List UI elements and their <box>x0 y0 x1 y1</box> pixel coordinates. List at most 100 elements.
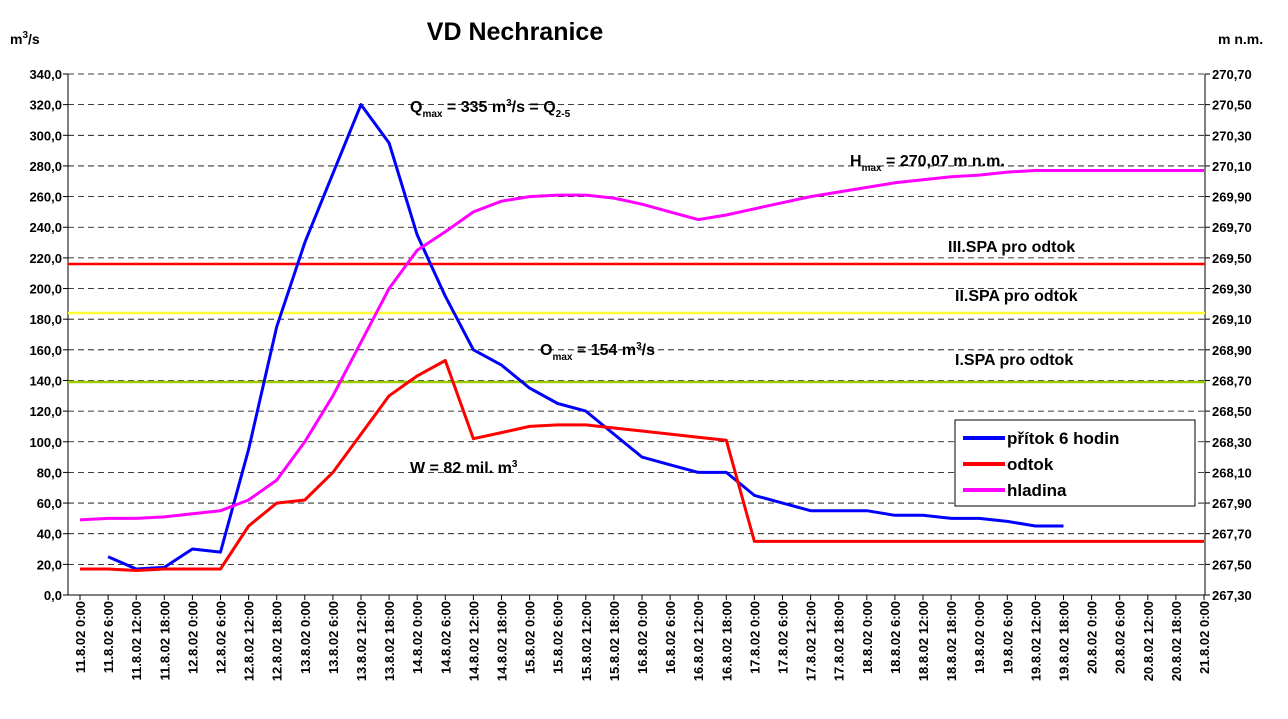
y2-tick-label: 268,30 <box>1212 435 1252 450</box>
text-part: max <box>552 352 572 363</box>
y-axis-label: m3/s <box>10 30 40 47</box>
x-tick-label: 14.8.02 12:00 <box>466 601 481 681</box>
x-tick-label: 20.8.02 6:00 <box>1113 601 1128 674</box>
x-tick-label: 17.8.02 6:00 <box>776 601 791 674</box>
y-tick-label: 200,0 <box>29 282 62 297</box>
reference-label: III.SPA pro odtok <box>948 239 1075 256</box>
y-tick-label: 120,0 <box>29 404 62 419</box>
y2-tick-label: 267,70 <box>1212 527 1252 542</box>
y-tick-label: 20,0 <box>37 557 62 572</box>
y-tick-label: 80,0 <box>37 465 62 480</box>
text-part: max <box>422 109 442 120</box>
x-tick-label: 17.8.02 18:00 <box>832 601 847 681</box>
x-tick-label: 12.8.02 6:00 <box>214 601 229 674</box>
text-part: 3 <box>636 341 642 352</box>
x-tick-label: 15.8.02 6:00 <box>551 601 566 674</box>
annotation: Qmax = 335 m3/s = Q2-5 <box>410 98 571 120</box>
reference-label: I.SPA pro odtok <box>955 352 1073 369</box>
series-line <box>80 359 1204 572</box>
text-part: Q <box>410 99 422 116</box>
x-tick-label: 16.8.02 6:00 <box>663 601 678 674</box>
x-tick-label: 19.8.02 6:00 <box>1000 601 1015 674</box>
y2-tick-label: 269,70 <box>1212 220 1252 235</box>
x-tick-label: 21.8.02 0:00 <box>1197 601 1212 674</box>
y2-tick-label: 269,90 <box>1212 190 1252 205</box>
series-line <box>107 103 1064 571</box>
x-tick-label: 20.8.02 18:00 <box>1169 601 1184 681</box>
x-tick-label: 15.8.02 0:00 <box>523 601 538 674</box>
text-part: = 154 m <box>572 342 636 359</box>
y2-tick-label: 270,10 <box>1212 159 1252 174</box>
series-line <box>79 169 1204 522</box>
x-tick-label: 18.8.02 6:00 <box>888 601 903 674</box>
y-tick-label: 60,0 <box>37 496 62 511</box>
y2-tick-label: 268,90 <box>1212 343 1252 358</box>
text-part: /s <box>28 31 40 47</box>
y2-tick-label: 270,70 <box>1212 67 1252 82</box>
y-tick-label: 40,0 <box>37 527 62 542</box>
x-tick-label: 18.8.02 0:00 <box>860 601 875 674</box>
y2-tick-label: 269,50 <box>1212 251 1252 266</box>
y2-tick-label: 269,30 <box>1212 282 1252 297</box>
chart-title: VD Nechranice <box>427 18 604 46</box>
y2-tick-label: 267,50 <box>1212 557 1252 572</box>
x-tick-label: 13.8.02 18:00 <box>382 601 397 681</box>
x-tick-label: 12.8.02 12:00 <box>242 601 257 681</box>
x-tick-label: 18.8.02 18:00 <box>944 601 959 681</box>
annotation: Omax = 154 m3/s <box>540 341 655 363</box>
x-tick-label: 20.8.02 12:00 <box>1141 601 1156 681</box>
y2-tick-label: 270,50 <box>1212 98 1252 113</box>
reference-label: II.SPA pro odtok <box>955 288 1078 305</box>
x-tick-label: 11.8.02 6:00 <box>101 601 116 673</box>
x-tick-label: 20.8.02 0:00 <box>1085 601 1100 674</box>
y-tick-label: 180,0 <box>29 312 62 327</box>
text-part: 3 <box>506 98 512 109</box>
annotation: Hmax = 270,07 m n.m. <box>850 153 1005 174</box>
text-part: max <box>862 163 882 174</box>
y-tick-label: 100,0 <box>29 435 62 450</box>
x-tick-label: 16.8.02 12:00 <box>691 601 706 681</box>
x-tick-label: 13.8.02 6:00 <box>326 601 341 674</box>
x-tick-label: 11.8.02 0:00 <box>73 601 88 673</box>
y2-tick-label: 268,10 <box>1212 465 1252 480</box>
y2-tick-label: 268,70 <box>1212 373 1252 388</box>
y2-tick-label: 267,30 <box>1212 588 1252 603</box>
y-tick-label: 160,0 <box>29 343 62 358</box>
x-tick-label: 19.8.02 0:00 <box>972 601 987 674</box>
text-part: = 270,07 m n.m. <box>882 153 1005 170</box>
text-part: 3 <box>512 459 518 470</box>
y-tick-label: 140,0 <box>29 373 62 388</box>
y2-tick-label: 270,30 <box>1212 128 1252 143</box>
legend-label: přítok 6 hodin <box>1007 429 1119 448</box>
text-part: H <box>850 153 862 170</box>
x-tick-label: 17.8.02 0:00 <box>747 601 762 674</box>
x-tick-label: 13.8.02 0:00 <box>298 601 313 674</box>
y-tick-label: 320,0 <box>29 98 62 113</box>
y-tick-label: 280,0 <box>29 159 62 174</box>
text-part: W = 82 mil. m <box>410 460 512 477</box>
x-tick-label: 16.8.02 0:00 <box>635 601 650 674</box>
x-tick-label: 11.8.02 12:00 <box>129 601 144 681</box>
x-tick-label: 14.8.02 6:00 <box>438 601 453 674</box>
y-tick-label: 300,0 <box>29 128 62 143</box>
y-tick-label: 220,0 <box>29 251 62 266</box>
text-part: 2-5 <box>556 109 571 120</box>
y2-tick-label: 268,50 <box>1212 404 1252 419</box>
text-part: /s = Q <box>512 99 556 116</box>
x-tick-label: 14.8.02 18:00 <box>495 601 510 681</box>
annotation: W = 82 mil. m3 <box>410 459 518 477</box>
x-tick-label: 17.8.02 12:00 <box>804 601 819 681</box>
x-tick-label: 15.8.02 18:00 <box>607 601 622 681</box>
y-tick-label: 240,0 <box>29 220 62 235</box>
x-tick-label: 14.8.02 0:00 <box>410 601 425 674</box>
x-tick-label: 12.8.02 0:00 <box>185 601 200 674</box>
legend-label: odtok <box>1007 455 1054 474</box>
text-part: /s <box>642 342 655 359</box>
text-part: 3 <box>22 30 28 41</box>
text-part: O <box>540 342 552 359</box>
x-tick-label: 15.8.02 12:00 <box>579 601 594 681</box>
legend-label: hladina <box>1007 481 1067 500</box>
x-tick-label: 19.8.02 18:00 <box>1057 601 1072 681</box>
y-tick-label: 340,0 <box>29 67 62 82</box>
